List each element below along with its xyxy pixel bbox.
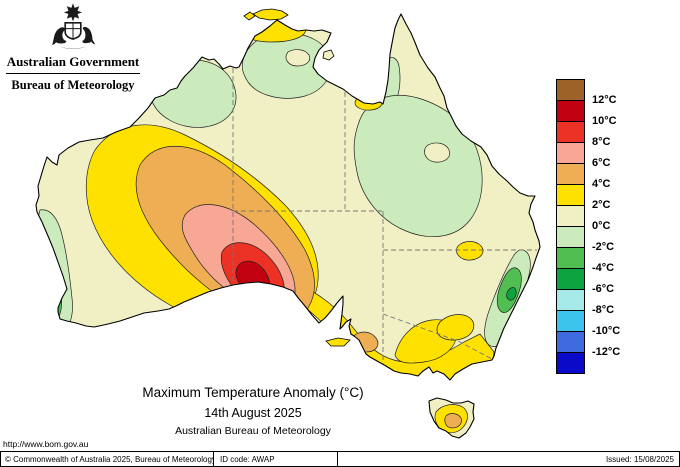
commonwealth-star-icon [63, 3, 83, 22]
contour-topend-green [241, 32, 332, 99]
contour-westcoast-bright-green [39, 278, 62, 323]
melville-island [252, 8, 289, 21]
bom-url: http://www.bom.gov.au [3, 439, 89, 449]
legend-label: 6°C [592, 157, 611, 169]
emu-silhouette [82, 26, 96, 45]
issued-text: Issued: 15/08/2025 [605, 454, 674, 464]
legend-label: 10°C [592, 115, 617, 127]
contour-murray-yellow [436, 314, 475, 341]
legend-label: 12°C [592, 94, 617, 106]
legend-swatch-10-12 [556, 100, 585, 122]
map-title: Maximum Temperature Anomaly (°C) [142, 385, 364, 400]
legend-label: 8°C [592, 136, 611, 148]
legend-swatch-neg6-neg4 [556, 268, 585, 290]
legend-label: 4°C [592, 178, 611, 190]
legend-swatch-neg12-neg10 [556, 331, 585, 353]
state-borders [232, 68, 537, 367]
contour-seqld-yellow-spot [456, 241, 484, 261]
mainland-coastline-outline [35, 13, 541, 381]
legend-swatch-neg10-neg8 [556, 310, 585, 332]
header: Australian Government Bureau of Meteorol… [6, 2, 140, 93]
legend-swatch-8-10 [556, 121, 585, 143]
legend-label: -10°C [592, 325, 621, 337]
legend-swatch-0-2 [556, 205, 585, 227]
islands [243, 8, 351, 347]
legend-label: -12°C [592, 346, 621, 358]
temperature-legend: 12°C 10°C 8°C 6°C 4°C 2°C 0°C -2°C -4°C … [556, 79, 676, 374]
scroll-base [58, 46, 88, 49]
legend-label: -6°C [592, 283, 615, 295]
legend-label: 0°C [592, 220, 611, 232]
contour-eastcoast-dark-green [506, 287, 517, 301]
map-date: 14th August 2025 [204, 406, 302, 420]
legend-swatch-6-8 [556, 142, 585, 164]
bureau-title: Bureau of Meteorology [11, 78, 135, 92]
legend-swatch-neg2-0 [556, 226, 585, 248]
legend-swatch-2-4 [556, 184, 585, 206]
government-title: Australian Government [6, 54, 140, 74]
legend-label: -8°C [592, 304, 615, 316]
legend-swatch-neg8-neg6 [556, 289, 585, 311]
legend-label: -2°C [592, 241, 615, 253]
groote-eylandt [322, 49, 335, 61]
footer-bar: © Commonwealth of Australia 2025, Bureau… [0, 451, 680, 467]
legend-swatch-above-12 [556, 79, 585, 101]
kangaroo-island [325, 337, 351, 347]
legend-swatch-below-neg12 [556, 352, 585, 374]
contour-qld-cream-hole [424, 142, 451, 163]
legend-label: -4°C [592, 262, 615, 274]
contour-topend-cream-hole [285, 49, 311, 67]
legend-swatch-neg4-neg2 [556, 247, 585, 269]
legend-swatch-4-6 [556, 163, 585, 185]
contour-tas-orange [444, 413, 462, 429]
legend-label: 2°C [592, 199, 611, 211]
map-org: Australian Bureau of Meteorology [175, 425, 331, 437]
tasmania-coastline-outline [428, 397, 475, 439]
id-code-text: ID code: AWAP [213, 452, 338, 466]
map-titles: Maximum Temperature Anomaly (°C) 14th Au… [28, 385, 478, 437]
bathurst-island [243, 11, 256, 21]
contour-qld-green [353, 94, 483, 237]
kangaroo-silhouette [52, 27, 67, 45]
copyright-text: © Commonwealth of Australia 2025, Bureau… [5, 454, 213, 464]
australian-coat-of-arms-icon [52, 3, 96, 49]
